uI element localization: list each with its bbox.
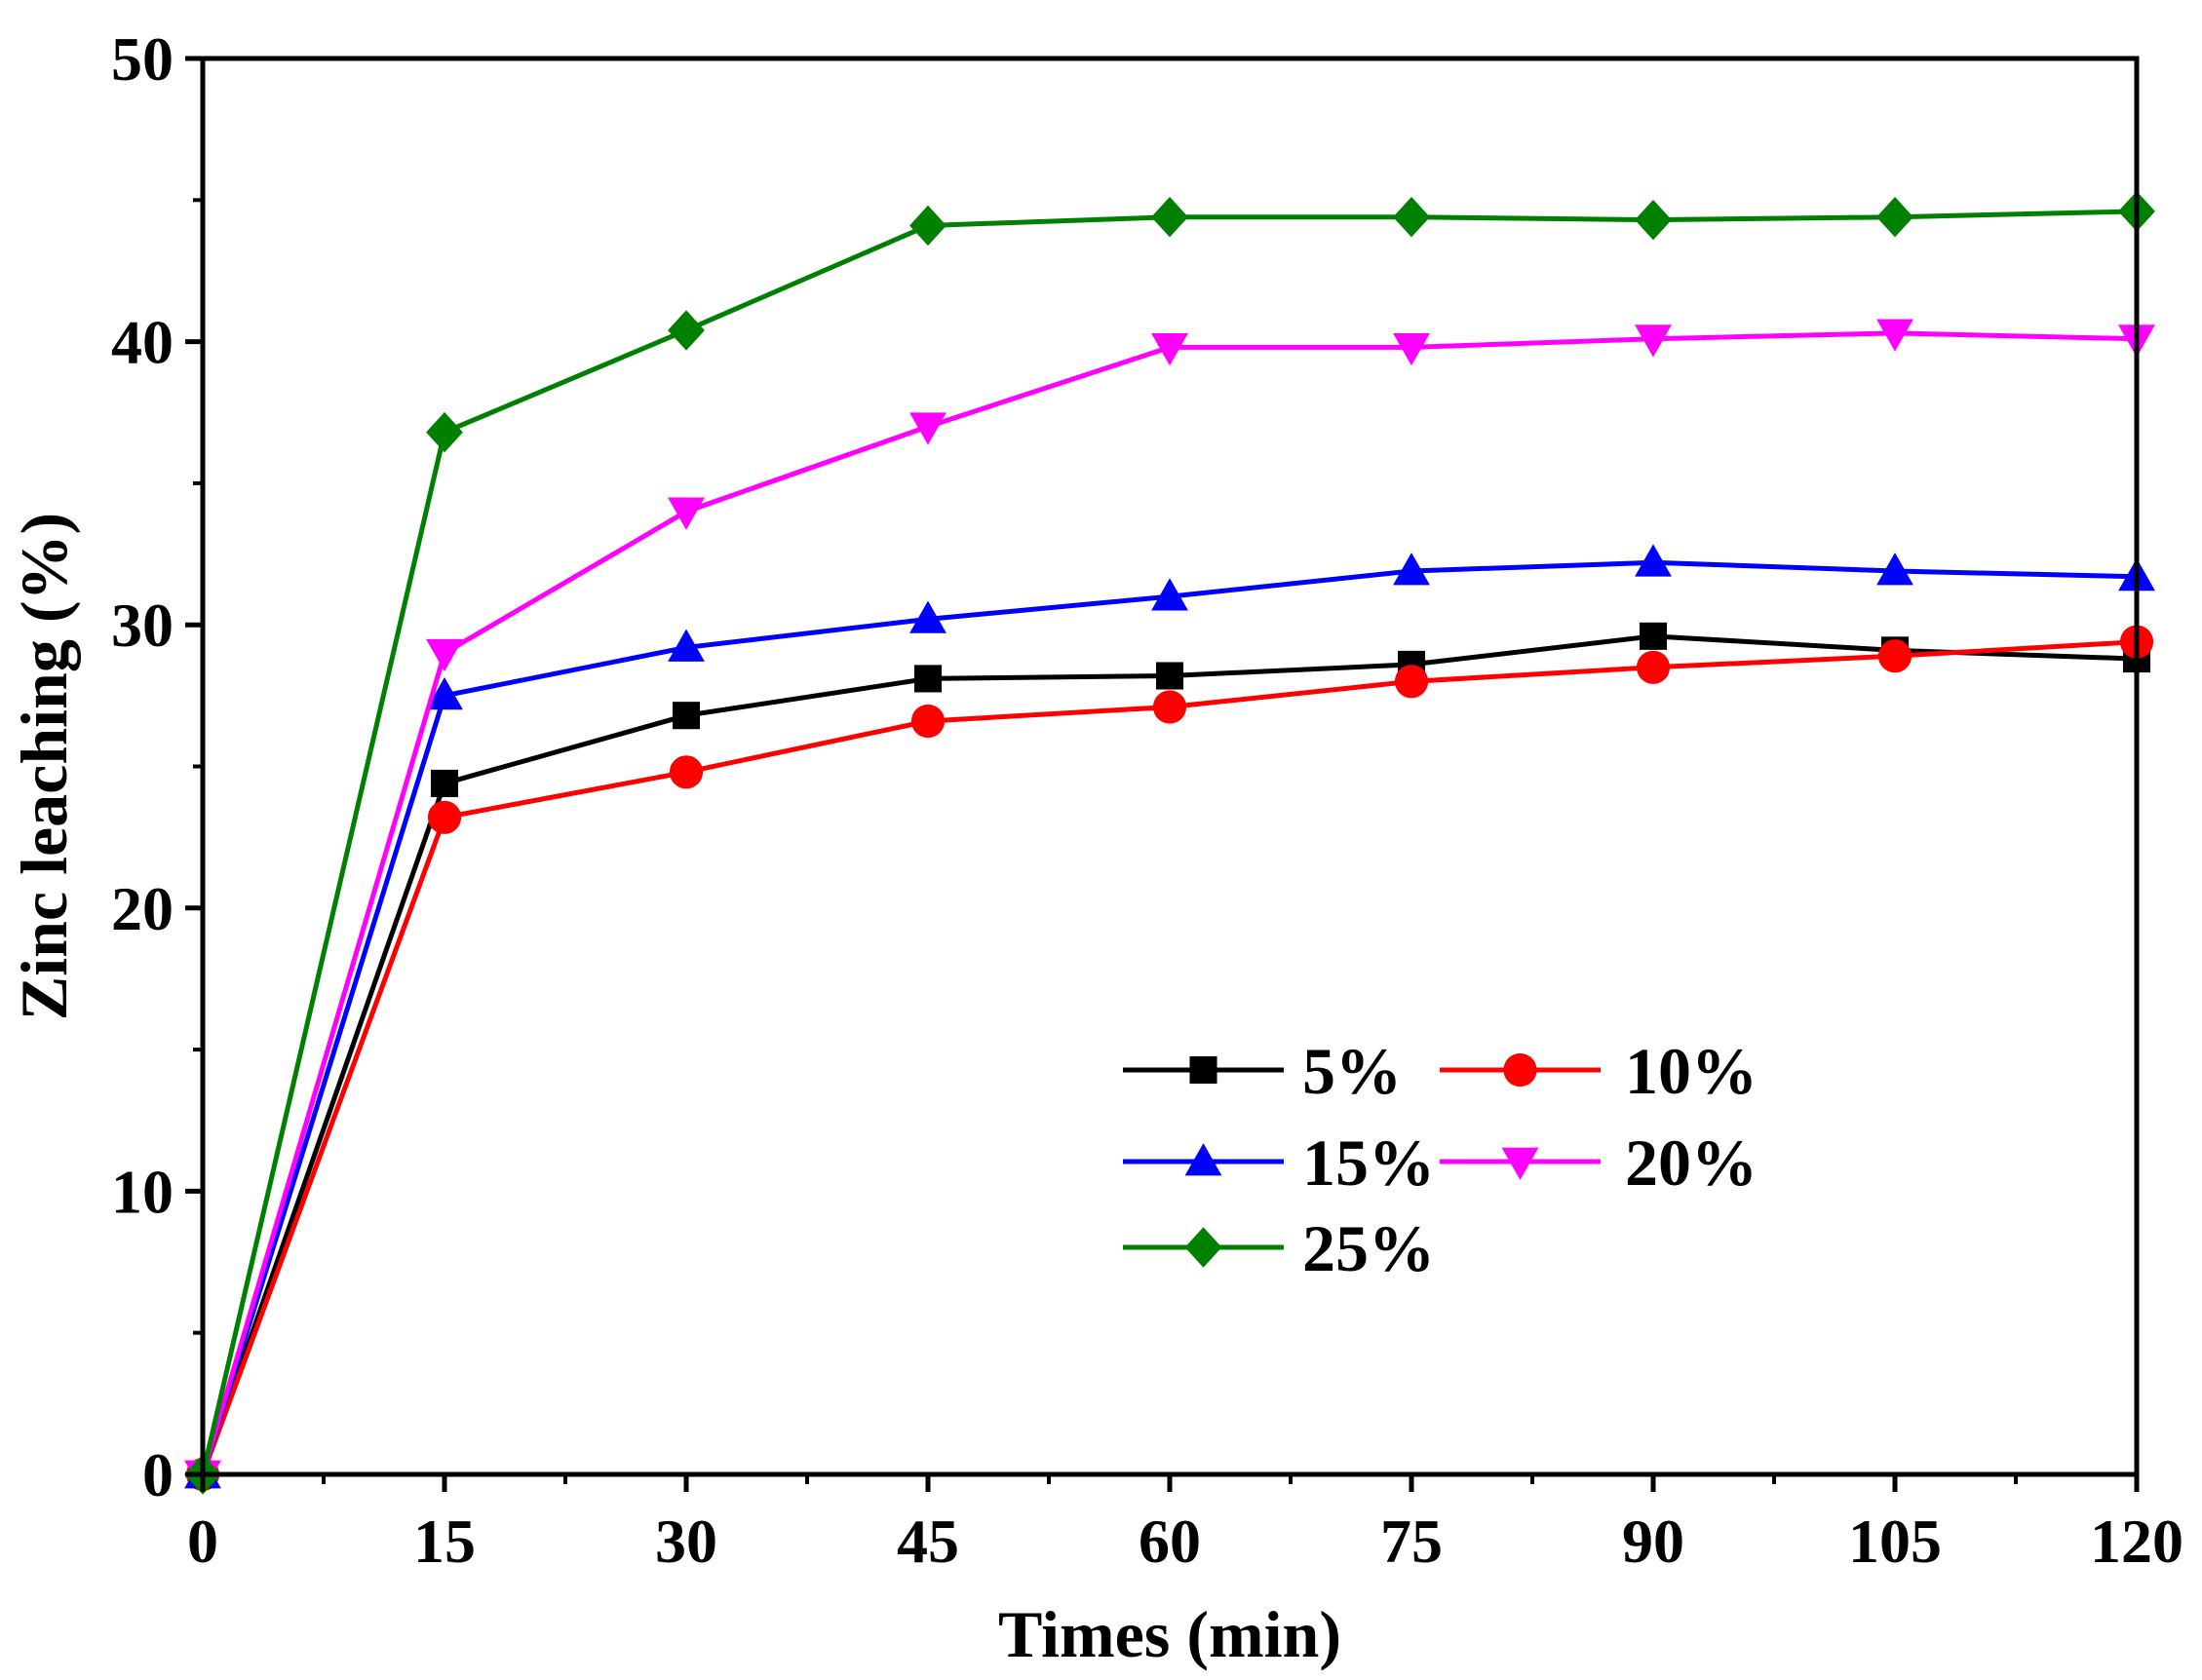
legend-label: 15% — [1302, 1126, 1435, 1200]
data-point — [1152, 690, 1187, 724]
data-point — [1639, 622, 1668, 650]
y-tick-label: 50 — [111, 24, 174, 94]
data-point — [1393, 333, 1430, 366]
data-point — [909, 412, 946, 445]
data-point — [1877, 639, 1912, 673]
data-point — [672, 702, 701, 730]
data-point — [1501, 1147, 1539, 1180]
data-point — [909, 600, 946, 633]
data-point — [1151, 333, 1188, 366]
legend-label: 5% — [1302, 1034, 1402, 1108]
data-point — [913, 665, 943, 693]
data-point — [1636, 650, 1671, 684]
legend-entry-5pct: 5% — [1123, 1034, 1402, 1108]
data-point — [1155, 662, 1184, 690]
series-20pct — [184, 319, 2155, 1493]
data-point — [426, 411, 463, 453]
ticks-layer — [185, 56, 2140, 1492]
legend-entry-20pct: 20% — [1440, 1126, 1758, 1200]
y-tick-label: 20 — [111, 874, 174, 943]
y-tick-label: 10 — [111, 1157, 174, 1226]
x-tick-label: 45 — [897, 1507, 959, 1576]
legend-label: 10% — [1625, 1034, 1758, 1108]
data-point — [1635, 325, 1672, 358]
tick-labels-layer: 0 15 30 45 60 75 90 105 120 0 10 20 30 40 50 — [111, 24, 2183, 1576]
data-point — [1876, 197, 1913, 238]
data-point — [1876, 319, 1913, 352]
legend-label: 25% — [1302, 1211, 1435, 1285]
x-tick-label: 90 — [1622, 1507, 1684, 1576]
data-point — [1635, 544, 1672, 577]
series-layer — [184, 191, 2155, 1495]
x-tick-label: 60 — [1139, 1507, 1201, 1576]
data-point — [1876, 553, 1913, 586]
data-point — [426, 638, 463, 672]
data-point — [427, 800, 462, 834]
data-point — [430, 769, 459, 797]
data-point — [426, 676, 463, 710]
x-tick-label: 15 — [413, 1507, 476, 1576]
data-point — [1503, 1052, 1537, 1088]
data-point — [1184, 1143, 1222, 1176]
data-point — [668, 629, 705, 662]
y-tick-label: 0 — [142, 1440, 174, 1509]
data-point — [668, 310, 705, 351]
legend-entry-15pct: 15% — [1123, 1126, 1435, 1200]
y-axis-title: Zinc leaching (%) — [7, 513, 81, 1020]
data-point — [1189, 1055, 1217, 1085]
x-tick-label: 0 — [187, 1507, 218, 1576]
data-point — [1393, 553, 1430, 586]
data-point — [1184, 1227, 1222, 1268]
legend-label: 20% — [1625, 1126, 1758, 1200]
data-point — [1151, 578, 1188, 611]
x-tick-label: 105 — [1848, 1507, 1942, 1576]
legend-entry-25pct: 25% — [1123, 1211, 1435, 1285]
y-tick-label: 30 — [111, 591, 174, 660]
x-axis-title: Times (min) — [998, 1597, 1341, 1671]
data-point — [1393, 197, 1430, 238]
x-tick-label: 75 — [1380, 1507, 1443, 1576]
data-point — [668, 497, 705, 530]
data-point — [1151, 197, 1188, 238]
x-tick-label: 120 — [2090, 1507, 2183, 1576]
data-point — [669, 755, 704, 789]
series-25pct — [184, 191, 2155, 1495]
data-point — [1635, 199, 1672, 241]
y-tick-label: 40 — [111, 308, 174, 377]
data-point — [910, 704, 946, 739]
legend-entry-10pct: 10% — [1440, 1034, 1758, 1108]
data-point — [1394, 665, 1429, 699]
data-point — [909, 205, 946, 247]
x-tick-label: 30 — [655, 1507, 717, 1576]
legend: 5% 10% 15% 20% 25% — [1123, 1034, 1758, 1285]
